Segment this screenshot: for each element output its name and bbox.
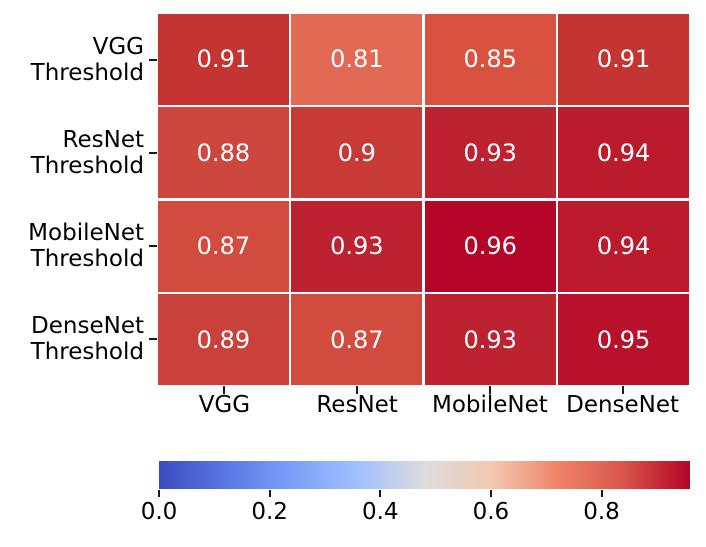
cell-value: 0.93	[463, 138, 517, 167]
heatmap-cell: 0.96	[424, 200, 556, 292]
cell-value: 0.87	[196, 232, 251, 261]
x-tick-mark	[488, 386, 491, 394]
y-tick-label: DenseNet Threshold	[30, 313, 144, 365]
cell-value: 0.94	[596, 138, 651, 167]
cell-value: 0.96	[463, 232, 517, 261]
heatmap-cell: 0.91	[558, 14, 689, 105]
heatmap-cell: 0.94	[558, 200, 689, 292]
colorbar-gradient	[159, 461, 690, 489]
cell-value: 0.94	[596, 232, 651, 261]
cell-value: 0.81	[330, 45, 384, 74]
heatmap-cell: 0.87	[291, 294, 423, 385]
heatmap-cell: 0.9	[291, 107, 423, 199]
heatmap-grid: 0.91 0.81 0.85 0.91 0.88 0.9 0.93 0.94 0.87 0.93 0…	[158, 14, 689, 385]
cell-value: 0.87	[330, 325, 384, 354]
x-tick-label: VGG	[198, 392, 251, 418]
colorbar-tick-label: 0.4	[361, 499, 399, 525]
cell-value: 0.95	[596, 325, 651, 354]
x-tick-label: DenseNet	[566, 392, 680, 418]
colorbar-tick-label: 0.2	[251, 499, 288, 525]
heatmap-cell: 0.94	[558, 107, 689, 199]
heatmap-cell: 0.93	[424, 294, 556, 385]
colorbar-tick-mark	[268, 490, 271, 497]
cell-value: 0.85	[463, 45, 517, 74]
cell-value: 0.91	[596, 45, 651, 74]
heatmap-cell: 0.95	[558, 294, 689, 385]
x-tick-mark	[621, 386, 624, 394]
y-tick-mark	[149, 152, 157, 154]
heatmap-cell: 0.89	[158, 294, 289, 385]
colorbar-tick-mark	[379, 490, 382, 497]
colorbar-tick-mark	[600, 490, 603, 497]
x-tick-mark	[223, 386, 226, 394]
colorbar-tick-mark	[489, 490, 492, 497]
colorbar-tick-label: 0.0	[140, 499, 178, 525]
cell-value: 0.91	[196, 45, 251, 74]
heatmap-cell: 0.87	[158, 200, 289, 292]
cell-value: 0.93	[330, 232, 384, 261]
x-tick-label: ResNet	[316, 392, 398, 418]
heatmap-cell: 0.93	[291, 200, 423, 292]
x-tick-label: MobileNet	[431, 392, 548, 418]
cell-value: 0.93	[463, 325, 517, 354]
colorbar-tick-mark	[158, 490, 160, 497]
y-tick-mark	[149, 59, 157, 61]
y-tick-mark	[149, 338, 157, 340]
y-tick-label: MobileNet Threshold	[28, 220, 144, 272]
cell-value: 0.9	[337, 138, 376, 167]
cell-value: 0.89	[196, 325, 251, 354]
heatmap-cell: 0.81	[291, 14, 423, 105]
cell-value: 0.88	[196, 138, 251, 167]
heatmap-cell: 0.93	[424, 107, 556, 199]
heatmap-cell: 0.88	[158, 107, 289, 199]
x-tick-mark	[356, 386, 359, 394]
colorbar-tick-label: 0.6	[472, 499, 510, 525]
heatmap-cell: 0.91	[158, 14, 289, 105]
y-tick-label: ResNet Threshold	[30, 127, 144, 179]
y-tick-mark	[149, 245, 157, 247]
colorbar-tick-label: 0.8	[583, 499, 620, 525]
y-tick-label: VGG Threshold	[30, 34, 144, 86]
heatmap-cell: 0.85	[424, 14, 556, 105]
